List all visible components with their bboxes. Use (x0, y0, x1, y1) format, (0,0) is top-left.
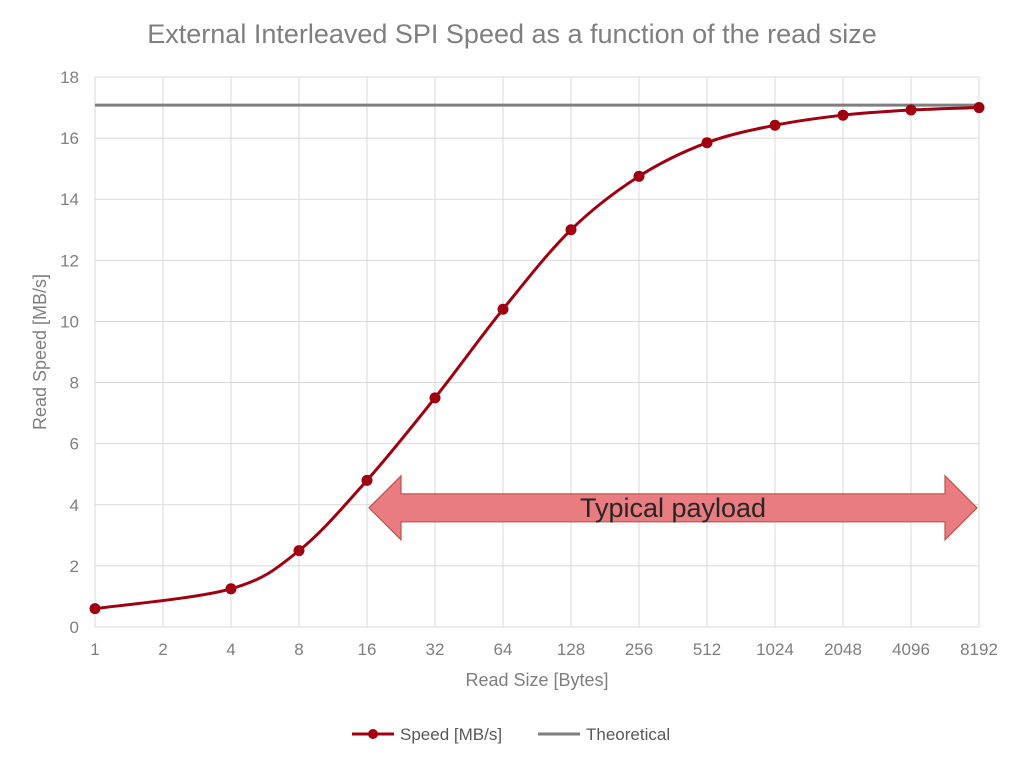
data-point-speed (633, 170, 645, 182)
y-axis-ticks: 0 2 4 6 8 10 12 14 16 18 (60, 68, 79, 637)
x-tick-label: 32 (426, 640, 445, 659)
x-tick-label: 128 (557, 640, 585, 659)
typical-payload-arrow (368, 474, 978, 542)
legend-label-speed: Speed [MB/s] (400, 725, 502, 744)
y-tick-label: 0 (70, 618, 79, 637)
chart-title: External Interleaved SPI Speed as a func… (147, 19, 876, 49)
data-point-speed (769, 119, 781, 131)
y-tick-label: 10 (60, 312, 79, 331)
y-tick-label: 14 (60, 190, 79, 209)
x-tick-label: 8 (294, 640, 303, 659)
series-line-speed (94, 106, 980, 611)
data-point-speed (973, 102, 985, 114)
x-tick-label: 8192 (960, 640, 998, 659)
data-point-speed (89, 603, 101, 615)
x-tick-label: 1 (90, 640, 99, 659)
series-layer (89, 102, 985, 615)
data-point-speed (361, 474, 373, 486)
x-tick-label: 4096 (892, 640, 930, 659)
x-tick-label: 2 (158, 640, 167, 659)
typical-payload-label: Typical payload (580, 493, 766, 523)
grid (94, 76, 980, 628)
y-tick-label: 16 (60, 129, 79, 148)
x-tick-label: 512 (693, 640, 721, 659)
data-point-speed (429, 392, 441, 404)
x-tick-label: 2048 (824, 640, 862, 659)
x-tick-label: 16 (358, 640, 377, 659)
data-point-speed (565, 224, 577, 236)
y-axis-label: Read Speed [MB/s] (30, 274, 50, 430)
data-point-speed (837, 109, 849, 121)
y-tick-label: 18 (60, 68, 79, 87)
legend-label-theoretical: Theoretical (586, 725, 670, 744)
x-tick-label: 4 (226, 640, 235, 659)
x-tick-label: 256 (625, 640, 653, 659)
legend-marker-speed (368, 729, 378, 739)
x-tick-label: 64 (494, 640, 513, 659)
y-tick-label: 12 (60, 251, 79, 270)
legend: Speed [MB/s] Theoretical (352, 725, 670, 744)
data-point-speed (225, 583, 237, 595)
annotation-layer: Typical payload (368, 474, 978, 542)
x-tick-label: 1024 (756, 640, 794, 659)
data-point-speed (905, 104, 917, 116)
x-axis-label: Read Size [Bytes] (465, 670, 608, 690)
y-tick-label: 8 (70, 374, 79, 393)
data-point-speed (497, 303, 509, 315)
x-axis-ticks: 1 2 4 8 16 32 64 128 256 512 1024 2048 4096 8192 (90, 640, 998, 659)
y-tick-label: 2 (70, 557, 79, 576)
data-point-speed (293, 545, 305, 557)
data-point-speed (701, 137, 713, 149)
y-tick-label: 6 (70, 435, 79, 454)
y-tick-label: 4 (70, 496, 79, 515)
